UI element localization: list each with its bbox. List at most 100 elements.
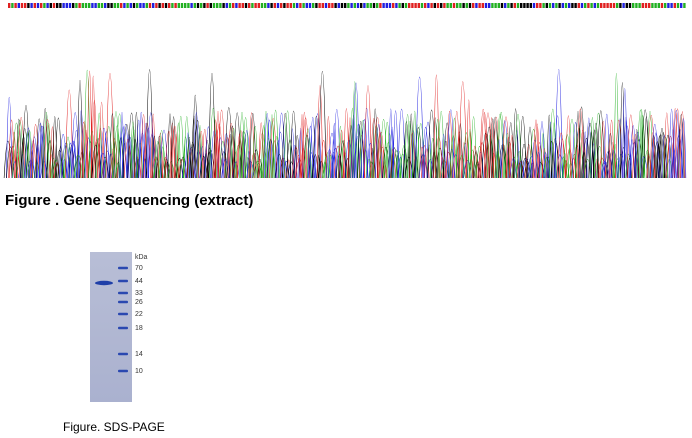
base-glyph — [680, 3, 683, 8]
peak — [206, 147, 213, 179]
peak — [349, 107, 356, 179]
peak — [257, 158, 263, 179]
peak — [159, 146, 167, 179]
peak — [263, 111, 269, 179]
base-glyph — [577, 3, 580, 8]
base-glyph — [414, 3, 417, 8]
peak — [651, 132, 661, 179]
base-glyph — [72, 3, 75, 8]
peak — [11, 131, 17, 179]
peak — [130, 129, 138, 179]
peak — [421, 145, 428, 179]
base-glyph — [228, 3, 232, 8]
base-glyph — [459, 3, 462, 8]
base-glyph — [100, 3, 104, 8]
peak — [553, 143, 560, 179]
base-glyph — [673, 3, 676, 8]
peak — [136, 143, 144, 179]
base-glyph — [148, 3, 152, 8]
peak — [409, 132, 416, 179]
peak — [313, 113, 322, 179]
base-glyph — [529, 3, 532, 8]
peak — [261, 125, 267, 179]
peak — [289, 110, 298, 179]
base-glyph — [24, 3, 27, 8]
base-glyph — [312, 3, 315, 8]
base-glyph — [180, 3, 184, 8]
peak — [158, 129, 165, 179]
base-glyph — [155, 3, 158, 8]
base-glyph — [478, 3, 481, 8]
base-glyph — [628, 3, 632, 8]
peak — [100, 127, 108, 179]
peak — [246, 161, 255, 179]
base-glyph — [212, 3, 216, 8]
base-glyph — [158, 3, 161, 8]
base-glyph — [232, 3, 235, 8]
base-glyph — [356, 3, 360, 8]
peak — [363, 107, 371, 179]
base-glyph — [315, 3, 318, 8]
base-glyph — [171, 3, 174, 8]
base-glyph — [292, 3, 296, 8]
peak — [344, 158, 351, 179]
base-glyph — [366, 3, 369, 8]
peak — [65, 89, 74, 179]
peak — [427, 109, 436, 179]
peak — [456, 131, 462, 179]
marker-label: 10 — [135, 368, 143, 375]
base-glyph — [619, 3, 622, 8]
base-glyph — [427, 3, 430, 8]
base-glyph — [670, 3, 673, 8]
base-glyph — [372, 3, 376, 8]
peak — [603, 113, 610, 179]
peak — [209, 107, 218, 179]
peak — [392, 110, 399, 179]
peak — [485, 126, 494, 179]
peak — [623, 125, 631, 179]
peak — [672, 107, 679, 179]
peak — [103, 131, 110, 179]
base-glyph — [270, 3, 273, 8]
base-glyph — [20, 3, 24, 8]
base-glyph — [468, 3, 472, 8]
base-glyph — [260, 3, 264, 8]
peak — [596, 110, 605, 179]
peak — [24, 131, 30, 179]
base-glyph — [574, 3, 577, 8]
base-glyph — [132, 3, 136, 8]
marker-band — [118, 369, 128, 373]
base-glyph — [174, 3, 177, 8]
peak — [140, 114, 147, 179]
base-glyph — [564, 3, 568, 8]
base-glyph — [420, 3, 424, 8]
base-glyph — [552, 3, 555, 8]
base-glyph — [33, 3, 36, 8]
base-glyph — [632, 3, 635, 8]
base-glyph — [321, 3, 324, 8]
marker-band — [118, 300, 128, 304]
peak — [145, 127, 152, 179]
peak — [134, 156, 142, 179]
base-glyph — [523, 3, 526, 8]
base-glyph — [40, 3, 43, 8]
sample-band — [95, 280, 113, 286]
base-glyph — [488, 3, 491, 8]
base-glyph — [27, 3, 30, 8]
peak — [176, 158, 184, 179]
base-glyph — [97, 3, 100, 8]
peak — [663, 112, 670, 179]
base-glyph — [430, 3, 433, 8]
peak — [671, 147, 677, 179]
peak — [545, 156, 551, 179]
base-glyph — [190, 3, 193, 8]
base-glyph — [542, 3, 545, 8]
peak — [197, 124, 203, 179]
base-glyph — [363, 3, 366, 8]
peak — [119, 111, 125, 179]
base-glyph — [273, 3, 276, 8]
base-glyph — [452, 3, 456, 8]
peak — [97, 127, 104, 179]
peak — [331, 147, 340, 179]
base-glyph — [184, 3, 187, 8]
